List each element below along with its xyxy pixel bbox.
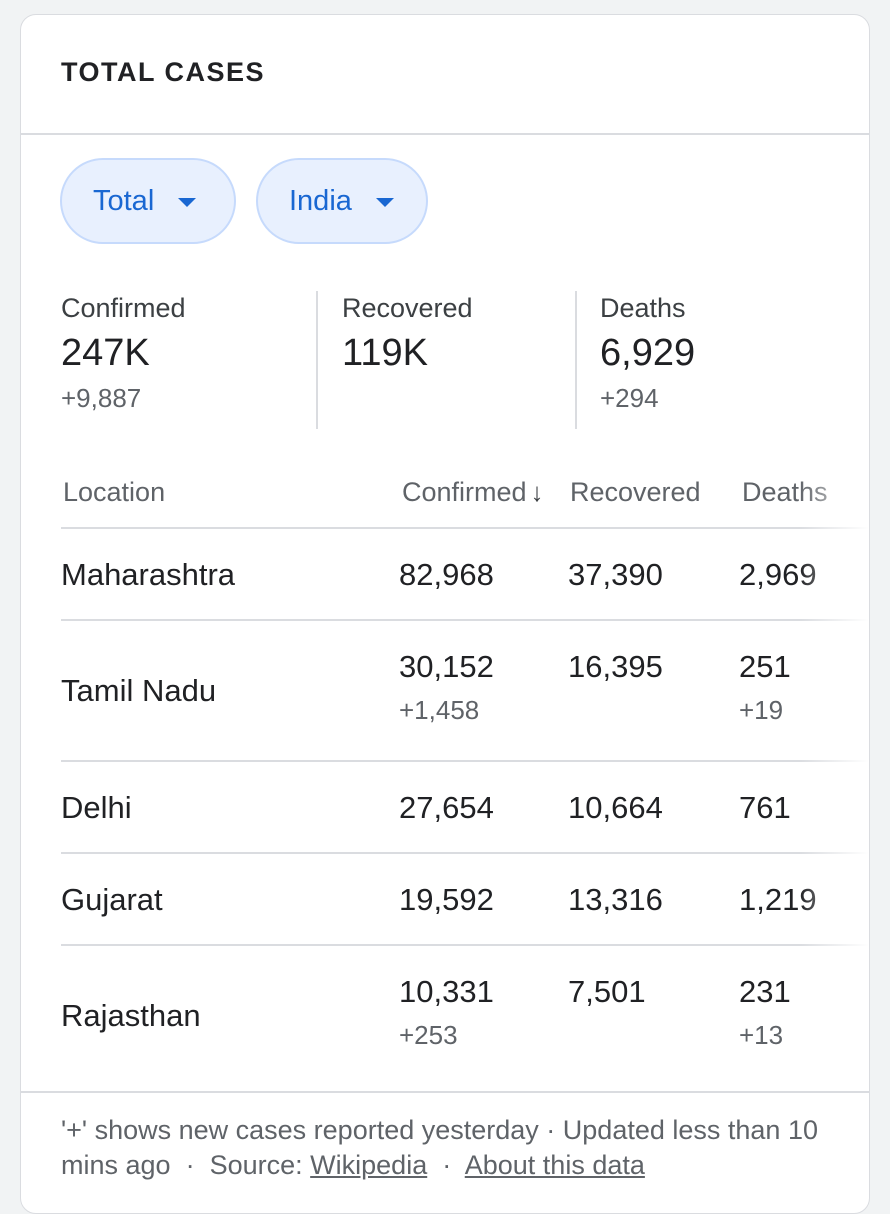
cases-table: Location Confirmed ↓ Recovered Deaths Mah…: [61, 461, 869, 1085]
row-confirmed-cell: 30,152 +1,458: [399, 649, 494, 726]
card-header: TOTAL CASES: [21, 15, 869, 135]
row-confirmed: 82,968: [399, 557, 494, 592]
row-recovered: 16,395: [568, 649, 663, 684]
caret-down-icon: [375, 197, 394, 207]
filter-chips: Total India: [60, 158, 428, 244]
source-label: Source:: [209, 1150, 303, 1180]
confirmed-label: Confirmed: [61, 293, 186, 323]
region-dropdown-label: India: [289, 184, 352, 217]
row-confirmed: 19,592: [399, 882, 494, 917]
row-confirmed: 30,152: [399, 649, 494, 684]
row-deaths: 251: [739, 649, 791, 684]
scope-dropdown-label: Total: [93, 184, 155, 217]
caret-down-icon: [178, 197, 197, 207]
row-confirmed: 10,331: [399, 974, 494, 1009]
footer-separator: ·: [185, 1150, 195, 1180]
footer-separator: ·: [442, 1150, 452, 1180]
row-deaths-cell: 251 +19: [739, 649, 791, 726]
table-row[interactable]: Maharashtra 82,968 37,390 2,969: [61, 529, 869, 621]
recovered-label: Recovered: [342, 293, 473, 323]
row-confirmed-delta: +253: [399, 1020, 458, 1050]
column-header-deaths[interactable]: Deaths: [742, 477, 828, 507]
scope-dropdown[interactable]: Total: [60, 158, 236, 244]
recovered-stat: Recovered 119K: [342, 291, 473, 431]
column-header-confirmed[interactable]: Confirmed ↓: [402, 477, 544, 508]
confirmed-value: 247K: [61, 332, 150, 374]
column-header-recovered[interactable]: Recovered: [570, 477, 701, 507]
row-deaths: 761: [739, 790, 791, 825]
row-recovered: 37,390: [568, 557, 663, 592]
confirmed-stat: Confirmed 247K +9,887: [61, 291, 186, 431]
row-location: Gujarat: [61, 882, 163, 917]
row-deaths: 231: [739, 974, 791, 1009]
row-deaths: 2,969: [739, 557, 817, 592]
table-header: Location Confirmed ↓ Recovered Deaths: [61, 461, 869, 529]
recovered-value: 119K: [342, 332, 428, 374]
card-footer: '+' shows new cases reported yesterday ·…: [21, 1091, 869, 1183]
footer-note: '+' shows new cases reported yesterday ·…: [61, 1115, 818, 1180]
row-recovered: 13,316: [568, 882, 663, 917]
table-row[interactable]: Tamil Nadu 30,152 +1,458 16,395 251 +19: [61, 621, 869, 762]
deaths-value: 6,929: [600, 332, 696, 374]
row-confirmed-delta: +1,458: [399, 695, 480, 725]
row-recovered: 7,501: [568, 974, 646, 1009]
total-cases-card: TOTAL CASES Total India Confirmed 247K +…: [20, 14, 870, 1214]
summary-stats: Confirmed 247K +9,887 Recovered 119K Dea…: [21, 291, 869, 431]
column-header-confirmed-label: Confirmed: [402, 477, 527, 507]
about-data-link[interactable]: About this data: [464, 1150, 645, 1180]
deaths-stat: Deaths 6,929 +294: [600, 291, 695, 431]
deaths-label: Deaths: [600, 293, 686, 323]
confirmed-delta: +9,887: [61, 383, 142, 413]
table-row[interactable]: Rajasthan 10,331 +253 7,501 231 +13: [61, 946, 869, 1085]
card-title: TOTAL CASES: [61, 56, 266, 87]
row-deaths-delta: +19: [739, 695, 784, 725]
column-header-location[interactable]: Location: [63, 477, 166, 507]
row-confirmed: 27,654: [399, 790, 494, 825]
row-deaths-cell: 231 +13: [739, 974, 791, 1051]
row-deaths: 1,219: [739, 882, 817, 917]
deaths-delta: +294: [600, 383, 659, 413]
sort-down-arrow-icon: ↓: [530, 477, 544, 507]
row-location: Tamil Nadu: [61, 673, 217, 708]
row-location: Delhi: [61, 790, 132, 825]
region-dropdown[interactable]: India: [256, 158, 428, 244]
row-location: Maharashtra: [61, 557, 236, 592]
divider: [575, 291, 577, 429]
row-location: Rajasthan: [61, 998, 201, 1033]
divider: [316, 291, 318, 429]
table-row[interactable]: Gujarat 19,592 13,316 1,219: [61, 854, 869, 946]
wikipedia-link[interactable]: Wikipedia: [310, 1150, 428, 1180]
table-row[interactable]: Delhi 27,654 10,664 761: [61, 762, 869, 854]
row-confirmed-cell: 10,331 +253: [399, 974, 494, 1051]
row-deaths-delta: +13: [739, 1020, 784, 1050]
row-recovered: 10,664: [568, 790, 663, 825]
